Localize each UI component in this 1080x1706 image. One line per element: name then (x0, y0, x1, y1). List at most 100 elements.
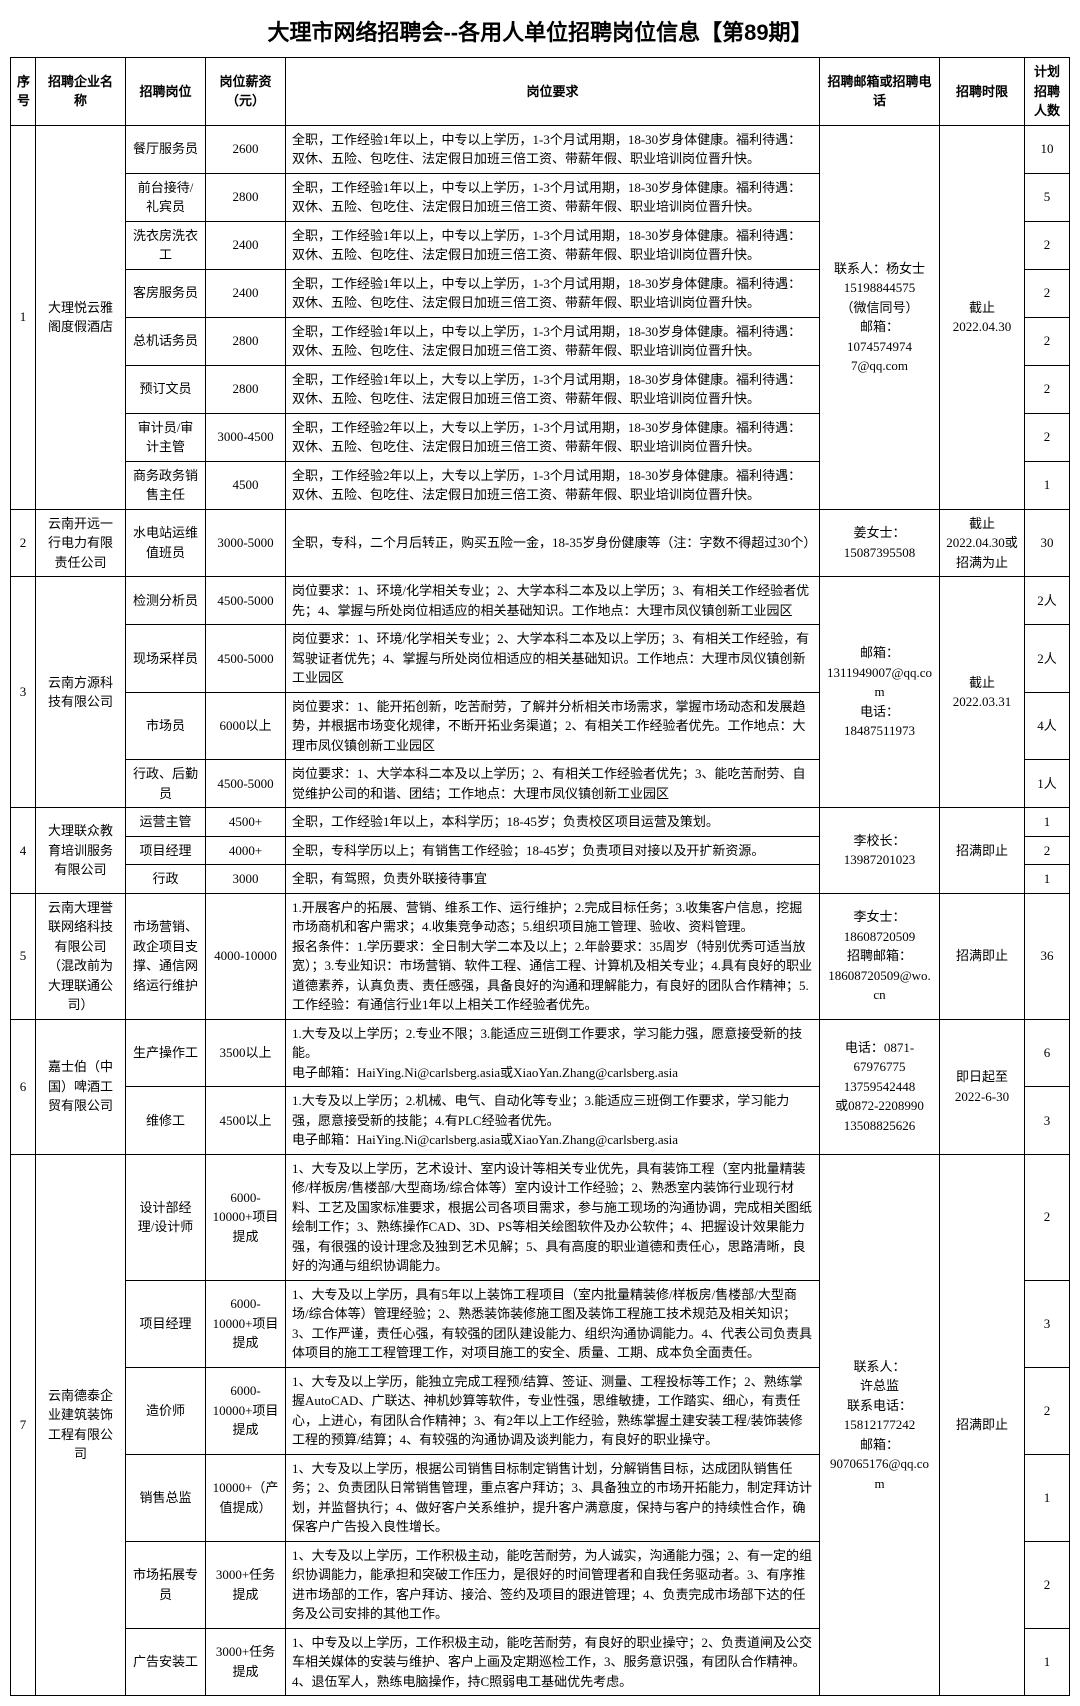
cell-requirement: 全职，工作经验2年以上，大专以上学历，1-3个月试用期，18-30岁身体健康。福… (286, 461, 820, 509)
cell-position: 项目经理 (126, 836, 206, 865)
cell-position: 商务政务销售主任 (126, 461, 206, 509)
cell-requirement: 岗位要求：1、大学本科二本及以上学历；2、有相关工作经验者优先；3、能吃苦耐劳、… (286, 760, 820, 808)
cell-position: 运营主管 (126, 808, 206, 837)
cell-position: 审计员/审计主管 (126, 413, 206, 461)
cell-position: 造价师 (126, 1367, 206, 1454)
table-row: 5云南大理誉联网络科技有限公司（混改前为大理联通公司）市场营销、政企项目支撑、通… (11, 893, 1070, 1019)
th-contact: 招聘邮箱或招聘电话 (820, 58, 940, 126)
cell-seq: 3 (11, 577, 36, 808)
cell-company: 云南方源科技有限公司 (36, 577, 126, 808)
cell-requirement: 全职，工作经验1年以上，中专以上学历，1-3个月试用期，18-30岁身体健康。福… (286, 317, 820, 365)
cell-salary: 6000以上 (206, 692, 286, 760)
cell-requirement: 1、大专及以上学历，根据公司销售目标制定销售计划，分解销售目标，达成团队销售任务… (286, 1454, 820, 1541)
cell-count: 2 (1025, 1541, 1070, 1628)
cell-salary: 3000+任务提成 (206, 1628, 286, 1696)
cell-count: 2人 (1025, 577, 1070, 625)
cell-count: 2 (1025, 269, 1070, 317)
cell-salary: 4000+ (206, 836, 286, 865)
cell-requirement: 岗位要求：1、能开拓创新，吃苦耐劳，了解并分析相关市场需求，掌握市场动态和发展趋… (286, 692, 820, 760)
cell-requirement: 全职，工作经验1年以上，中专以上学历，1-3个月试用期，18-30岁身体健康。福… (286, 173, 820, 221)
cell-salary: 10000+（产值提成） (206, 1454, 286, 1541)
cell-deadline: 招满即止 (940, 893, 1025, 1019)
cell-requirement: 1.大专及以上学历；2.专业不限；3.能适应三班倒工作要求，学习能力强，愿意接受… (286, 1019, 820, 1087)
cell-contact: 邮箱：1311949007@qq.com 电话：18487511973 (820, 577, 940, 808)
cell-requirement: 全职，专科，二个月后转正，购买五险一金，18-35岁身份健康等（注：字数不得超过… (286, 509, 820, 577)
cell-count: 1 (1025, 1454, 1070, 1541)
cell-salary: 4500-5000 (206, 577, 286, 625)
th-salary: 岗位薪资（元） (206, 58, 286, 126)
cell-requirement: 1.大专及以上学历；2.机械、电气、自动化等专业；3.能适应三班倒工作要求，学习… (286, 1087, 820, 1155)
cell-requirement: 全职，专科学历以上；有销售工作经验；18-45岁；负责项目对接以及开扩新资源。 (286, 836, 820, 865)
cell-position: 销售总监 (126, 1454, 206, 1541)
cell-salary: 2400 (206, 221, 286, 269)
cell-count: 1人 (1025, 760, 1070, 808)
cell-requirement: 1、大专及以上学历，能独立完成工程预/结算、签证、测量、工程投标等工作；2、熟练… (286, 1367, 820, 1454)
cell-contact: 姜女士：15087395508 (820, 509, 940, 577)
cell-requirement: 全职，工作经验1年以上，大专以上学历，1-3个月试用期，18-30岁身体健康。福… (286, 365, 820, 413)
cell-position: 市场拓展专员 (126, 1541, 206, 1628)
cell-count: 2 (1025, 1154, 1070, 1280)
cell-salary: 6000-10000+项目提成 (206, 1280, 286, 1367)
cell-salary: 4500 (206, 461, 286, 509)
cell-position: 前台接待/礼宾员 (126, 173, 206, 221)
cell-contact: 电话：0871-67976775 13759542448 或0872-22089… (820, 1019, 940, 1154)
cell-count: 1 (1025, 1628, 1070, 1696)
cell-count: 1 (1025, 808, 1070, 837)
cell-requirement: 1、大专及以上学历，具有5年以上装饰工程项目（室内批量精装修/样板房/售楼部/大… (286, 1280, 820, 1367)
cell-seq: 2 (11, 509, 36, 577)
table-row: 7云南德泰企业建筑装饰工程有限公司设计部经理/设计师6000-10000+项目提… (11, 1154, 1070, 1280)
cell-count: 2 (1025, 365, 1070, 413)
cell-seq: 1 (11, 125, 36, 509)
table-row: 6嘉士伯（中国）啤酒工贸有限公司生产操作工3500以上1.大专及以上学历；2.专… (11, 1019, 1070, 1087)
cell-position: 总机话务员 (126, 317, 206, 365)
cell-company: 大理联众教育培训服务有限公司 (36, 808, 126, 894)
cell-deadline: 截止2022.03.31 (940, 577, 1025, 808)
cell-company: 云南德泰企业建筑装饰工程有限公司 (36, 1154, 126, 1696)
cell-salary: 4500+ (206, 808, 286, 837)
cell-count: 2 (1025, 836, 1070, 865)
cell-count: 2 (1025, 1367, 1070, 1454)
cell-seq: 7 (11, 1154, 36, 1696)
cell-position: 广告安装工 (126, 1628, 206, 1696)
cell-seq: 4 (11, 808, 36, 894)
cell-contact: 联系人： 许总监 联系电话：15812177242 邮箱：907065176@q… (820, 1154, 940, 1696)
cell-count: 2 (1025, 221, 1070, 269)
cell-position: 市场营销、政企项目支撑、通信网络运行维护 (126, 893, 206, 1019)
th-company: 招聘企业名称 (36, 58, 126, 126)
cell-salary: 3000+任务提成 (206, 1541, 286, 1628)
cell-company: 嘉士伯（中国）啤酒工贸有限公司 (36, 1019, 126, 1154)
cell-company: 大理悦云雅阁度假酒店 (36, 125, 126, 509)
cell-salary: 3000 (206, 865, 286, 894)
cell-count: 10 (1025, 125, 1070, 173)
cell-position: 维修工 (126, 1087, 206, 1155)
cell-seq: 5 (11, 893, 36, 1019)
cell-position: 水电站运维值班员 (126, 509, 206, 577)
cell-position: 客房服务员 (126, 269, 206, 317)
cell-requirement: 全职，工作经验1年以上，中专以上学历，1-3个月试用期，18-30岁身体健康。福… (286, 125, 820, 173)
cell-salary: 4500-5000 (206, 760, 286, 808)
cell-salary: 2800 (206, 173, 286, 221)
cell-salary: 6000-10000+项目提成 (206, 1154, 286, 1280)
cell-count: 4人 (1025, 692, 1070, 760)
cell-seq: 6 (11, 1019, 36, 1154)
cell-count: 36 (1025, 893, 1070, 1019)
cell-deadline: 截止2022.04.30 (940, 125, 1025, 509)
cell-salary: 4500-5000 (206, 625, 286, 693)
cell-count: 30 (1025, 509, 1070, 577)
cell-position: 现场采样员 (126, 625, 206, 693)
table-row: 1大理悦云雅阁度假酒店餐厅服务员2600全职，工作经验1年以上，中专以上学历，1… (11, 125, 1070, 173)
cell-position: 洗衣房洗衣工 (126, 221, 206, 269)
cell-position: 行政、后勤员 (126, 760, 206, 808)
cell-requirement: 岗位要求：1、环境/化学相关专业；2、大学本科二本及以上学历；3、有相关工作经验… (286, 577, 820, 625)
cell-position: 生产操作工 (126, 1019, 206, 1087)
th-seq: 序号 (11, 58, 36, 126)
cell-count: 1 (1025, 865, 1070, 894)
cell-company: 云南开远一行电力有限责任公司 (36, 509, 126, 577)
cell-position: 行政 (126, 865, 206, 894)
th-position: 招聘岗位 (126, 58, 206, 126)
cell-contact: 李校长：13987201023 (820, 808, 940, 894)
cell-requirement: 全职，有驾照，负责外联接待事宜 (286, 865, 820, 894)
th-req: 岗位要求 (286, 58, 820, 126)
cell-count: 3 (1025, 1087, 1070, 1155)
cell-deadline: 招满即止 (940, 808, 1025, 894)
